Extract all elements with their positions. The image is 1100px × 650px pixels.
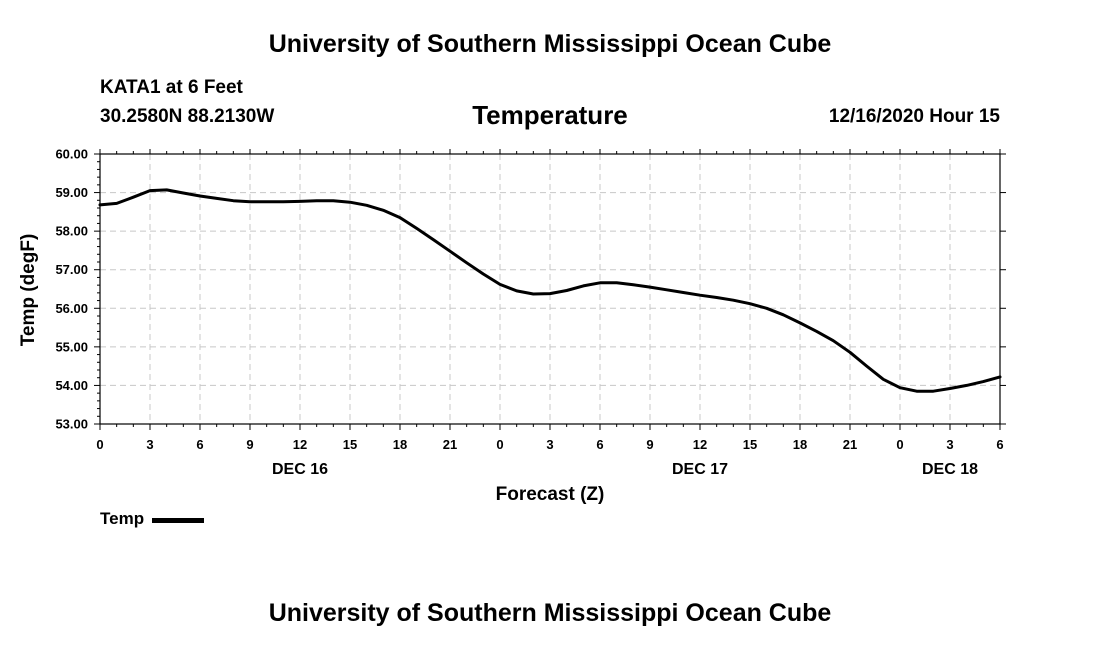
x-tick-label: 15 (743, 437, 757, 452)
y-tick-label: 53.00 (55, 417, 88, 432)
x-tick-label: 12 (693, 437, 707, 452)
x-tick-label: 9 (246, 437, 253, 452)
x-tick-label: 6 (196, 437, 203, 452)
chart-subtitle: Temperature (472, 100, 628, 130)
axes: 53.00 54.00 55.00 56.00 57.00 58.00 59.00 60.00… (55, 147, 1006, 478)
x-tick-label: 0 (896, 437, 903, 452)
footer-title: University of Southern Mississippi Ocean… (268, 599, 832, 627)
x-tick-label: 18 (793, 437, 807, 452)
y-tick-label: 56.00 (55, 301, 88, 316)
y-tick-label: 54.00 (55, 378, 88, 393)
series-layer (98, 188, 1002, 393)
grid-lines (100, 154, 1000, 424)
x-day-label: DEC 18 (922, 461, 978, 478)
x-tick-label: 18 (393, 437, 407, 452)
y-tick-label: 55.00 (55, 339, 88, 354)
x-day-label: DEC 16 (272, 461, 328, 478)
x-tick-label: 12 (293, 437, 307, 452)
x-tick-label: 15 (343, 437, 357, 452)
x-tick-label: 6 (996, 437, 1003, 452)
legend: Temp (100, 509, 205, 529)
x-tick-label: 3 (146, 437, 153, 452)
x-tick-label: 3 (546, 437, 553, 452)
x-tick-label: 0 (96, 437, 103, 452)
station-label: KATA1 at 6 Feet (100, 77, 243, 98)
legend-swatch-temp (152, 517, 205, 523)
x-tick-label: 21 (843, 437, 857, 452)
y-tick-label: 57.00 (55, 262, 88, 277)
series-line-temp (98, 188, 1002, 393)
y-tick-label: 59.00 (55, 185, 88, 200)
x-tick-label: 6 (596, 437, 603, 452)
x-tick-label: 3 (946, 437, 953, 452)
y-tick-label: 58.00 (55, 224, 88, 239)
y-tick-label: 60.00 (55, 147, 88, 162)
forecast-datetime: 12/16/2020 Hour 15 (828, 106, 1000, 127)
y-axis-label: Temp (degF) (18, 234, 39, 347)
x-tick-label: 9 (646, 437, 653, 452)
x-tick-label: 21 (443, 437, 457, 452)
legend-label-temp: Temp (100, 509, 145, 528)
x-tick-label: 0 (496, 437, 503, 452)
x-axis-label: Forecast (Z) (496, 484, 605, 505)
x-day-label: DEC 17 (672, 461, 728, 478)
chart-title: University of Southern Mississippi Ocean… (268, 30, 832, 58)
station-coordinates: 30.2580N 88.2130W (100, 106, 275, 127)
